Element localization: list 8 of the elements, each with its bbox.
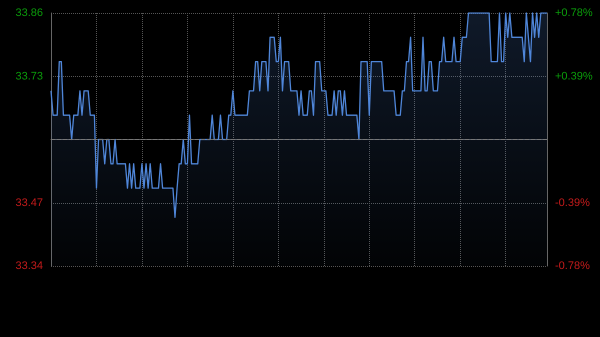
y2-tick-label: -0.39% [555, 196, 590, 209]
y-tick-label: 33.47 [15, 196, 43, 209]
y2-tick-label: -0.78% [555, 260, 590, 272]
y-tick-label: 33.86 [15, 7, 43, 19]
y2-tick-label: +0.78% [555, 7, 593, 19]
y-tick-label: 33.34 [15, 260, 43, 272]
y2-tick-label: +0.39% [555, 70, 593, 82]
y-tick-label: 33.73 [15, 70, 43, 82]
